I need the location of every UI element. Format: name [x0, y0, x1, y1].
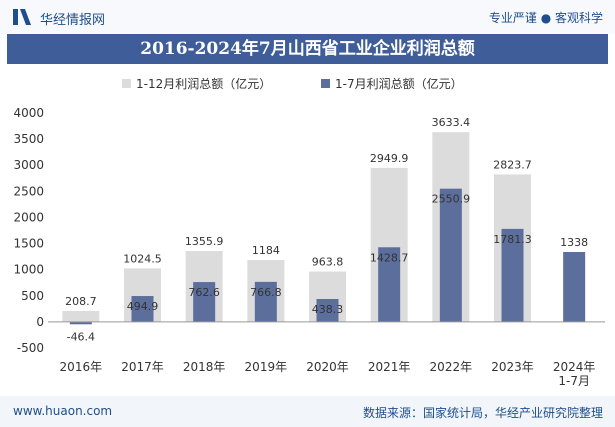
y-tick-label: 0 — [36, 315, 44, 329]
data-labels: 208.7 1024.5 1355.9 1184 963.8 2949.9 3633.4 28… — [65, 116, 588, 343]
data-label: 3633.4 — [432, 116, 471, 129]
y-tick-label: 3000 — [13, 158, 44, 172]
data-label: 2550.9 — [432, 193, 471, 206]
y-tick-label: 3500 — [13, 132, 44, 146]
data-source: 数据来源：国家统计局，华经产业研究院整理 — [362, 406, 603, 420]
x-tick-label: 2021年 — [368, 360, 411, 374]
x-tick-label: 2016年 — [60, 360, 103, 374]
y-tick-label: 4000 — [13, 106, 44, 120]
bar-jan-jul — [378, 247, 401, 322]
data-label: 766.8 — [250, 286, 282, 299]
x-tick-label: 2017年 — [121, 360, 164, 374]
bar-jan-jul — [316, 298, 339, 322]
y-tick-label: 2000 — [13, 210, 44, 224]
x-tick-label: 2024年 — [553, 360, 596, 374]
legend-label-2: 1-7月利润总额（亿元） — [335, 76, 463, 91]
x-tick-label: 1-7月 — [558, 374, 590, 388]
data-label: 963.8 — [312, 256, 344, 269]
data-label: 2949.9 — [370, 152, 409, 165]
huajing-logo-icon — [13, 9, 31, 25]
bar-full-year — [62, 310, 100, 322]
x-tick-label: 2018年 — [183, 360, 226, 374]
legend-label-1: 1-12月利润总额（亿元） — [136, 76, 271, 91]
data-label: 2823.7 — [493, 158, 532, 171]
data-label: 1428.7 — [370, 251, 409, 264]
x-tick-label: 2023年 — [491, 360, 534, 374]
chart-title: 2016-2024年7月山西省工业企业利润总额 — [7, 34, 608, 64]
data-label: 1781.3 — [493, 233, 532, 246]
data-label: 1184 — [252, 244, 280, 257]
bar-jan-jul — [563, 252, 586, 322]
bar-jan-jul — [254, 281, 277, 322]
y-tick-label: 1000 — [13, 263, 44, 277]
data-label: 1024.5 — [123, 252, 162, 265]
y-tick-label: -500 — [17, 341, 44, 355]
data-label: 494.9 — [127, 300, 159, 313]
data-label: 438.3 — [312, 303, 344, 316]
x-axis: 2016年 2017年 2018年 2019年 2020年 2021年 2022年 2023年… — [60, 360, 596, 388]
bar-jan-jul — [69, 321, 92, 325]
x-tick-label: 2022年 — [430, 360, 473, 374]
top-bar: 华经情报网 专业严谨 ● 客观科学 — [0, 0, 615, 34]
bar-chart: 1-12月利润总额（亿元） 1-7月利润总额（亿元） -500 0 500 1000 15… — [13, 76, 605, 388]
bar-jan-jul — [501, 228, 524, 322]
data-label: 762.6 — [188, 286, 220, 299]
tagline: 专业严谨 ● 客观科学 — [488, 11, 603, 25]
data-label: 1355.9 — [185, 235, 224, 248]
x-tick-label: 2019年 — [245, 360, 288, 374]
chart-legend: 1-12月利润总额（亿元） 1-7月利润总额（亿元） — [122, 76, 463, 91]
brand-name: 华经情报网 — [40, 13, 106, 28]
x-tick-label: 2020年 — [306, 360, 349, 374]
bar-jan-jul — [193, 282, 216, 322]
data-label: 208.7 — [65, 295, 97, 308]
bar-jan-jul — [439, 188, 462, 322]
data-label: -46.4 — [67, 330, 95, 343]
y-axis: -500 0 500 1000 1500 2000 2500 3000 3500 4000 — [13, 106, 44, 355]
bars — [48, 132, 605, 325]
data-label: 1338 — [560, 236, 588, 249]
website-link[interactable]: www.huaon.com — [13, 404, 113, 418]
footer: www.huaon.com 数据来源：国家统计局，华经产业研究院整理 — [0, 396, 615, 427]
bar-jan-jul — [131, 296, 154, 322]
legend-swatch-2 — [321, 79, 330, 88]
y-tick-label: 1500 — [13, 237, 44, 251]
y-tick-label: 500 — [21, 289, 44, 303]
legend-swatch-1 — [122, 79, 131, 88]
y-tick-label: 2500 — [13, 184, 44, 198]
